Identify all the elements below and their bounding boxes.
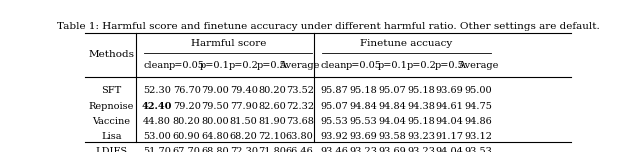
- Text: Repnoise: Repnoise: [88, 102, 134, 111]
- Text: 93.46: 93.46: [320, 147, 348, 152]
- Text: Finetune accuacy: Finetune accuacy: [360, 40, 452, 48]
- Text: p=0.5: p=0.5: [257, 60, 287, 70]
- Text: 93.69: 93.69: [379, 147, 406, 152]
- Text: 81.90: 81.90: [258, 117, 286, 126]
- Text: 63.80: 63.80: [286, 132, 314, 141]
- Text: 53.00: 53.00: [143, 132, 171, 141]
- Text: 94.38: 94.38: [407, 102, 435, 111]
- Text: 79.20: 79.20: [173, 102, 200, 111]
- Text: clean: clean: [321, 60, 347, 70]
- Text: 79.00: 79.00: [201, 86, 228, 95]
- Text: 68.20: 68.20: [230, 132, 257, 141]
- Text: 94.04: 94.04: [436, 117, 463, 126]
- Text: 95.87: 95.87: [320, 86, 348, 95]
- Text: 93.23: 93.23: [407, 147, 435, 152]
- Text: 51.70: 51.70: [143, 147, 171, 152]
- Text: 68.80: 68.80: [201, 147, 228, 152]
- Text: Average: Average: [280, 60, 320, 70]
- Text: 72.30: 72.30: [230, 147, 258, 152]
- Text: 93.23: 93.23: [407, 132, 435, 141]
- Text: 81.50: 81.50: [230, 117, 257, 126]
- Text: p=0.1: p=0.1: [200, 60, 230, 70]
- Text: 93.69: 93.69: [436, 86, 463, 95]
- Text: 94.84: 94.84: [350, 102, 378, 111]
- Text: p=0.5: p=0.5: [435, 60, 465, 70]
- Text: 77.90: 77.90: [230, 102, 258, 111]
- Text: 93.69: 93.69: [350, 132, 378, 141]
- Text: Table 1: Harmful score and finetune accuracy under different harmful ratio. Othe: Table 1: Harmful score and finetune accu…: [56, 22, 600, 31]
- Text: 72.32: 72.32: [285, 102, 314, 111]
- Text: 93.23: 93.23: [349, 147, 378, 152]
- Text: 64.80: 64.80: [201, 132, 228, 141]
- Text: 76.70: 76.70: [173, 86, 200, 95]
- Text: 52.30: 52.30: [143, 86, 171, 95]
- Text: 95.18: 95.18: [408, 117, 435, 126]
- Text: 94.61: 94.61: [436, 102, 463, 111]
- Text: 66.46: 66.46: [286, 147, 314, 152]
- Text: 67.70: 67.70: [173, 147, 200, 152]
- Text: 72.10: 72.10: [258, 132, 286, 141]
- Text: Vaccine: Vaccine: [92, 117, 131, 126]
- Text: 95.00: 95.00: [465, 86, 492, 95]
- Text: 94.04: 94.04: [436, 147, 463, 152]
- Text: 95.53: 95.53: [350, 117, 378, 126]
- Text: 95.07: 95.07: [379, 86, 406, 95]
- Text: p=0.05: p=0.05: [346, 60, 381, 70]
- Text: clean: clean: [144, 60, 170, 70]
- Text: 73.68: 73.68: [286, 117, 314, 126]
- Text: 73.52: 73.52: [285, 86, 314, 95]
- Text: 80.20: 80.20: [173, 117, 200, 126]
- Text: 79.40: 79.40: [230, 86, 258, 95]
- Text: Lisa: Lisa: [101, 132, 122, 141]
- Text: p=0.2: p=0.2: [406, 60, 436, 70]
- Text: p=0.1: p=0.1: [378, 60, 408, 70]
- Text: 94.86: 94.86: [465, 117, 492, 126]
- Text: 95.07: 95.07: [320, 102, 348, 111]
- Text: 93.92: 93.92: [320, 132, 348, 141]
- Text: p=0.2: p=0.2: [228, 60, 259, 70]
- Text: SFT: SFT: [101, 86, 122, 95]
- Text: 93.12: 93.12: [464, 132, 492, 141]
- Text: 42.40: 42.40: [141, 102, 172, 111]
- Text: Harmful score: Harmful score: [191, 40, 267, 48]
- Text: 80.20: 80.20: [258, 86, 286, 95]
- Text: 82.60: 82.60: [258, 102, 286, 111]
- Text: LDIFS: LDIFS: [95, 147, 127, 152]
- Text: p=0.05: p=0.05: [169, 60, 205, 70]
- Text: Average: Average: [458, 60, 499, 70]
- Text: 93.53: 93.53: [465, 147, 492, 152]
- Text: 60.90: 60.90: [173, 132, 200, 141]
- Text: 44.80: 44.80: [143, 117, 171, 126]
- Text: 94.04: 94.04: [378, 117, 406, 126]
- Text: 95.53: 95.53: [320, 117, 348, 126]
- Text: 95.18: 95.18: [408, 86, 435, 95]
- Text: Methods: Methods: [88, 50, 134, 59]
- Text: 94.75: 94.75: [465, 102, 492, 111]
- Text: 91.17: 91.17: [435, 132, 463, 141]
- Text: 80.00: 80.00: [201, 117, 228, 126]
- Text: 93.58: 93.58: [379, 132, 406, 141]
- Text: 95.18: 95.18: [350, 86, 378, 95]
- Text: 79.50: 79.50: [201, 102, 228, 111]
- Text: 71.80: 71.80: [258, 147, 286, 152]
- Text: 94.84: 94.84: [378, 102, 406, 111]
